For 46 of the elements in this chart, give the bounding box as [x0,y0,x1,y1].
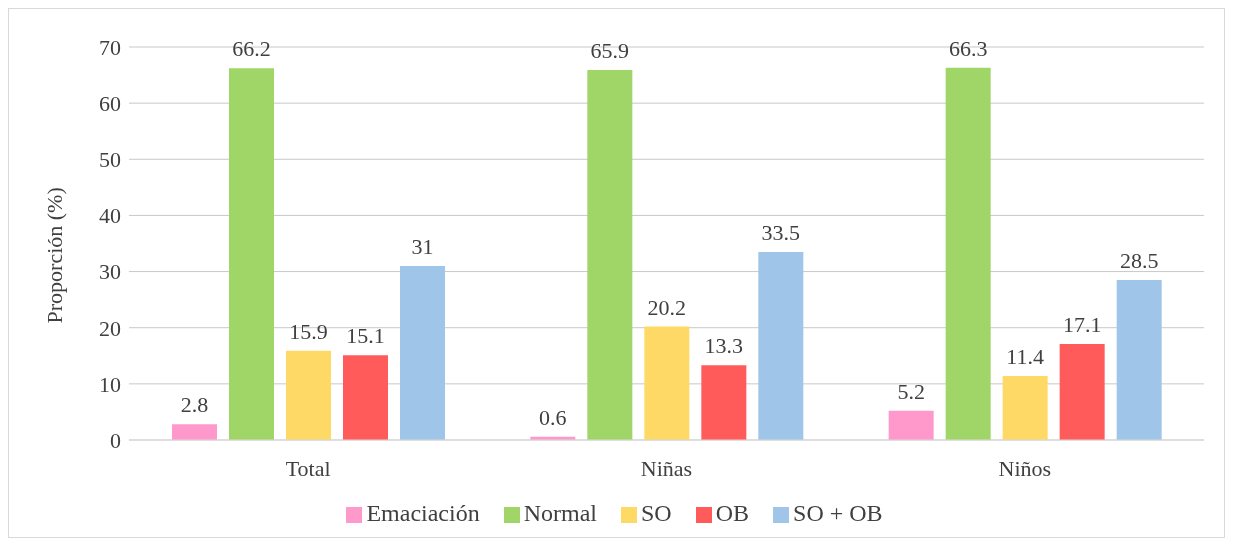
bar [888,410,934,440]
y-tick-label: 10 [99,371,121,397]
data-label: 20.2 [647,294,687,320]
data-label: 0.6 [539,404,567,430]
data-label: 31 [411,233,434,259]
x-tick-label: Niños [998,455,1052,481]
y-axis-title: Proporción (%) [41,187,67,324]
data-label: 66.3 [948,35,988,61]
legend-label: Normal [523,500,597,526]
x-tick-label: Total [285,455,331,481]
y-tick-label: 60 [99,90,121,116]
data-label: 5.2 [897,378,925,404]
bar [172,424,217,440]
bar [1002,376,1048,440]
bar [644,326,690,440]
bar [758,251,804,440]
data-label: 11.4 [1006,344,1045,369]
data-label: 15.9 [289,318,328,344]
legend-label: Emaciación [366,500,480,526]
data-label: 13.3 [704,333,744,359]
y-tick-label: 50 [99,147,121,173]
x-tick-label: Niñas [640,455,693,481]
bar [587,70,633,440]
bar [1059,344,1105,440]
y-tick-label: 40 [99,203,121,229]
y-tick-label: 20 [99,315,121,341]
data-label: 66.2 [232,36,271,62]
bar [945,67,991,440]
bar [701,365,747,440]
bar [229,68,274,440]
data-label: 2.8 [180,392,209,418]
data-label: 28.5 [1119,247,1159,273]
bar [286,350,331,440]
y-tick-label: 70 [99,34,121,60]
data-label: 17.1 [1062,312,1102,337]
bar [343,355,388,440]
bar [1116,279,1162,440]
legend-label: SO [641,500,672,526]
data-label: 15.1 [346,323,385,349]
bar [400,265,445,440]
y-tick-label: 0 [110,427,121,453]
legend-label: SO + OB [793,500,883,526]
data-label: 65.9 [590,38,630,64]
legend-label: OB [715,500,750,526]
data-label: 33.5 [761,219,801,245]
y-tick-label: 30 [99,259,121,285]
